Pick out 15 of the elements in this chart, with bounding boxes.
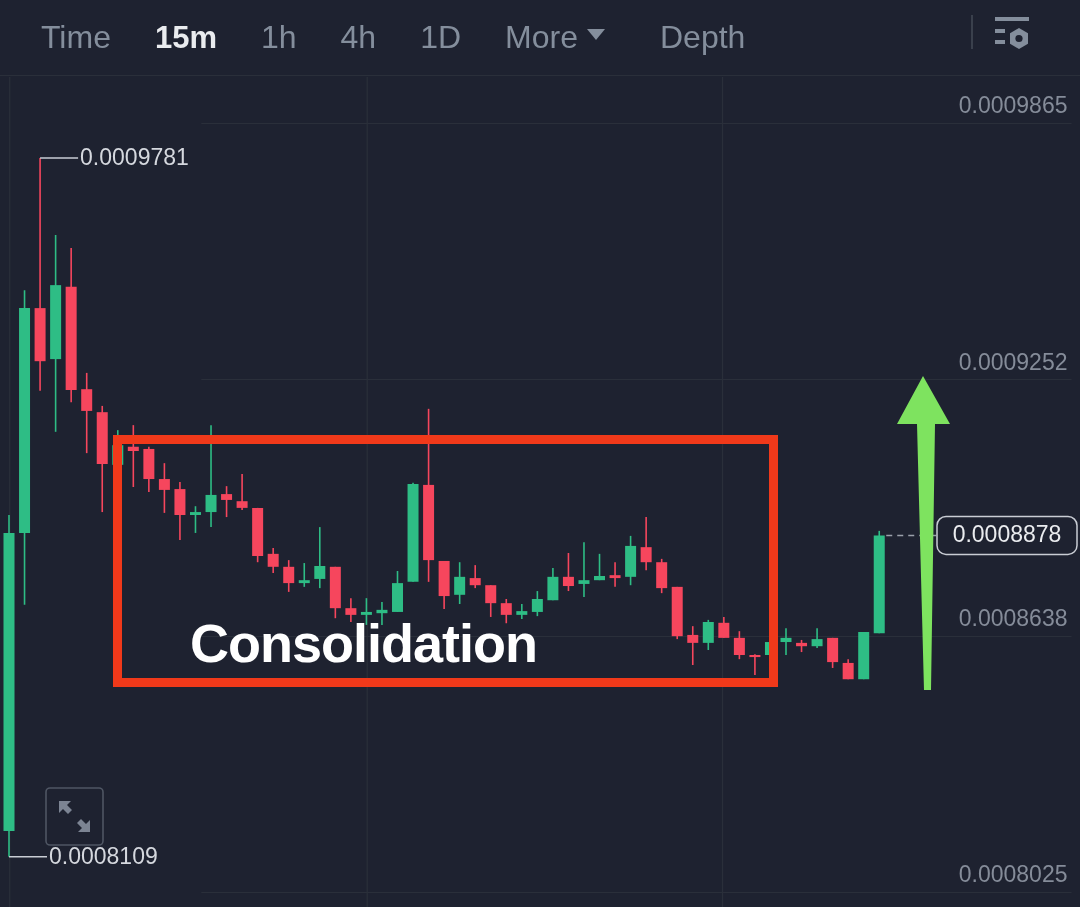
- text: 1D: [420, 19, 462, 56]
- text: Depth: [659, 19, 746, 56]
- text: Time: [41, 19, 111, 56]
- text: 15m: [154, 19, 217, 56]
- y-tick-label: 0.0008638: [958, 605, 1068, 632]
- annotation: Consolidation: [190, 613, 537, 673]
- text: More: [505, 19, 579, 56]
- ref-line-label: 0.0008878: [952, 521, 1062, 548]
- text: 1h: [260, 19, 297, 56]
- annotation: 0.0009781: [80, 144, 189, 171]
- text: 4h: [340, 19, 377, 56]
- y-tick-label: 0.0008025: [958, 861, 1068, 888]
- y-tick-label: 0.0009865: [958, 92, 1068, 119]
- annotation: 0.0008109: [49, 842, 158, 869]
- y-tick-label: 0.0009252: [958, 348, 1068, 375]
